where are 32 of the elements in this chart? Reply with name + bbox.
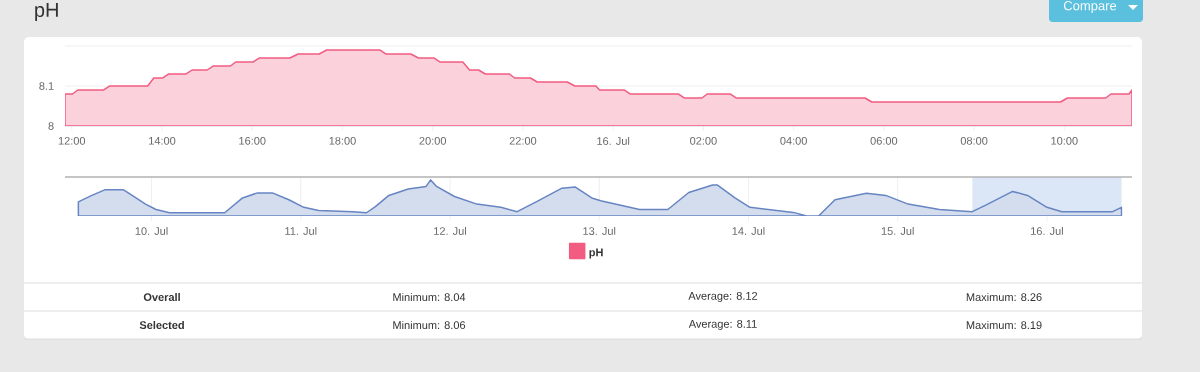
text: Minimum: 8.06 <box>393 320 466 330</box>
x-tick-label: 22:00 <box>509 136 537 145</box>
text: Overall <box>143 292 180 302</box>
x-tick-label: 10:00 <box>1051 136 1078 145</box>
y-tick-label: 8.1 <box>39 82 54 90</box>
x-tick-label: 12:00 <box>58 136 86 145</box>
text: Maximum: 8.19 <box>966 320 1042 330</box>
text: Average: 8.11 <box>688 320 757 330</box>
y-tick-label: 8 <box>48 122 54 130</box>
x-tick-label: 10. Jul <box>135 226 168 235</box>
chart-title: pH <box>35 3 58 21</box>
x-tick-label: 12. Jul <box>434 226 466 235</box>
text: Compare <box>1063 1 1117 13</box>
x-tick-label: 20:00 <box>419 136 447 145</box>
x-tick-label: 18:00 <box>329 136 356 145</box>
legend-label: pH <box>589 248 603 259</box>
text: Maximum: 8.26 <box>966 292 1042 302</box>
x-tick-label: 11. Jul <box>285 226 317 235</box>
text: Selected <box>139 320 184 330</box>
x-tick-label: 04:00 <box>780 136 807 145</box>
x-tick-label: 16. Jul <box>1031 226 1063 235</box>
x-tick-label: 13. Jul <box>583 226 616 235</box>
x-tick-label: 02:00 <box>690 136 717 145</box>
x-tick-label: 14. Jul <box>732 226 765 235</box>
x-tick-label: 16:00 <box>239 136 266 145</box>
x-tick-label: 14:00 <box>149 136 176 145</box>
text: Minimum: 8.04 <box>393 292 466 302</box>
x-tick-label: 06:00 <box>870 136 898 145</box>
text: Average: 8.12 <box>688 292 758 302</box>
x-tick-label: 16. Jul <box>597 136 630 145</box>
x-tick-label: 15. Jul <box>881 226 914 235</box>
x-tick-label: 08:00 <box>960 136 988 145</box>
